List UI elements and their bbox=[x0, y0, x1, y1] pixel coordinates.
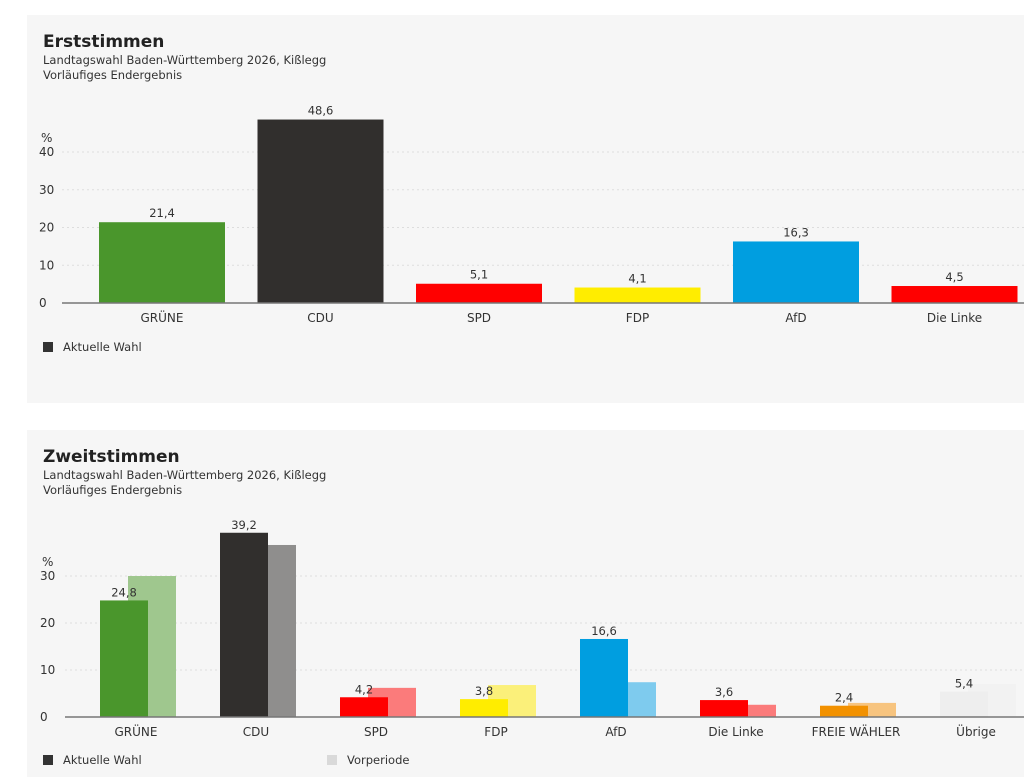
y-tick-label: 0 bbox=[40, 710, 48, 724]
legend-swatch bbox=[327, 755, 337, 765]
x-tick-label: CDU bbox=[307, 311, 333, 325]
data-label: 3,8 bbox=[475, 684, 493, 698]
y-axis-unit: % bbox=[42, 555, 53, 569]
legend-label: Aktuelle Wahl bbox=[63, 340, 142, 354]
x-tick-label: CDU bbox=[243, 725, 269, 739]
y-tick-label: 20 bbox=[39, 221, 54, 235]
legend-item-aktuelle-wahl: Aktuelle Wahl bbox=[43, 340, 142, 354]
bar-aktuelle-wahl bbox=[460, 699, 508, 717]
x-tick-label: FDP bbox=[484, 725, 507, 739]
erststimmen-panel: Erststimmen Landtagswahl Baden-Württembe… bbox=[27, 15, 1024, 403]
x-tick-label: FREIE WÄHLER bbox=[812, 724, 901, 739]
data-label: 39,2 bbox=[231, 518, 257, 532]
bar-aktuelle-wahl bbox=[940, 691, 988, 717]
data-label: 16,3 bbox=[783, 225, 809, 239]
bar-aktuelle-wahl bbox=[891, 286, 1018, 303]
data-label: 2,4 bbox=[835, 691, 853, 705]
bar-aktuelle-wahl bbox=[574, 287, 701, 303]
zweitstimmen-chart: 0 10 20 30% 24,8 GRÜNE 39,2 CDU 4,2 SPD 3,8 FDP 16,6… bbox=[40, 518, 1024, 739]
legend-swatch bbox=[43, 755, 53, 765]
bar-aktuelle-wahl bbox=[580, 638, 628, 717]
chart-title: Erststimmen bbox=[43, 32, 165, 52]
x-tick-label: Übrige bbox=[956, 723, 996, 739]
data-label: 4,1 bbox=[628, 272, 646, 286]
data-label: 4,2 bbox=[355, 682, 373, 696]
x-tick-label: Die Linke bbox=[708, 725, 763, 739]
data-label: 48,6 bbox=[308, 104, 334, 118]
x-tick-label: SPD bbox=[364, 725, 388, 739]
data-label: 5,1 bbox=[470, 268, 488, 282]
zweitstimmen-panel: Zweitstimmen Landtagswahl Baden-Württemb… bbox=[27, 430, 1024, 777]
data-label: 3,6 bbox=[715, 685, 733, 699]
y-tick-label: 30 bbox=[40, 569, 55, 583]
data-label: 24,8 bbox=[111, 585, 137, 599]
x-tick-label: AfD bbox=[605, 725, 626, 739]
y-tick-label: 20 bbox=[40, 616, 55, 630]
x-tick-label: SPD bbox=[467, 311, 491, 325]
legend-item-aktuelle-wahl: Aktuelle Wahl bbox=[43, 753, 142, 767]
bar-aktuelle-wahl bbox=[220, 532, 268, 717]
chart-subtitle-2: Vorläufiges Endergebnis bbox=[43, 483, 183, 497]
chart-subtitle-2: Vorläufiges Endergebnis bbox=[43, 68, 183, 82]
data-label: 21,4 bbox=[149, 206, 175, 220]
x-tick-label: AfD bbox=[785, 311, 806, 325]
chart-subtitle: Landtagswahl Baden-Württemberg 2026, Kiß… bbox=[43, 468, 327, 482]
y-tick-label: 0 bbox=[39, 296, 47, 310]
bar-aktuelle-wahl bbox=[700, 700, 748, 717]
x-tick-label: GRÜNE bbox=[115, 723, 158, 739]
y-tick-label: 40 bbox=[39, 145, 54, 159]
x-tick-label: FDP bbox=[626, 311, 649, 325]
data-label: 5,4 bbox=[955, 677, 973, 691]
legend-item-vorperiode: Vorperiode bbox=[327, 753, 409, 767]
chart-subtitle: Landtagswahl Baden-Württemberg 2026, Kiß… bbox=[43, 53, 327, 67]
data-label: 16,6 bbox=[591, 624, 617, 638]
bar-aktuelle-wahl bbox=[257, 119, 384, 303]
bar-aktuelle-wahl bbox=[99, 222, 225, 303]
bar-aktuelle-wahl bbox=[100, 600, 148, 717]
bar-aktuelle-wahl bbox=[820, 705, 868, 717]
x-tick-label: GRÜNE bbox=[141, 309, 184, 325]
y-tick-label: 10 bbox=[39, 258, 54, 272]
y-tick-label: 30 bbox=[39, 183, 54, 197]
legend-swatch bbox=[43, 342, 53, 352]
x-tick-label: Die Linke bbox=[927, 311, 982, 325]
y-axis-unit: % bbox=[41, 131, 52, 145]
data-label: 4,5 bbox=[945, 270, 963, 284]
bar-aktuelle-wahl bbox=[416, 283, 542, 303]
bar-aktuelle-wahl bbox=[340, 697, 388, 717]
legend-label: Aktuelle Wahl bbox=[63, 753, 142, 767]
y-tick-label: 10 bbox=[40, 663, 55, 677]
bar-aktuelle-wahl bbox=[733, 241, 859, 303]
erststimmen-chart: 0 10 20 30 40% 21,4 GRÜNE 48,6 CDU 5,1 SPD 4,1 FDP 16… bbox=[39, 104, 1024, 325]
legend-label: Vorperiode bbox=[347, 753, 410, 767]
chart-title: Zweitstimmen bbox=[43, 447, 180, 467]
